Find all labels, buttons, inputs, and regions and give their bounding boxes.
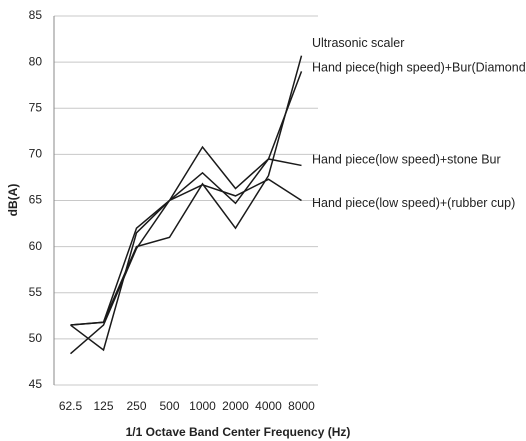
series-label: Ultrasonic scaler: [312, 36, 404, 50]
y-tick-label: 50: [29, 331, 43, 345]
x-axis-title: 1/1 Octave Band Center Frequency (Hz): [126, 425, 351, 439]
y-tick-label: 80: [29, 54, 43, 68]
y-tick-label: 60: [29, 239, 43, 253]
y-tick-label: 45: [29, 377, 43, 391]
y-axis-title: dB(A): [6, 184, 20, 217]
series-label: Hand piece(high speed)+Bur(Diamond): [312, 61, 526, 75]
y-tick-label: 85: [29, 8, 43, 22]
series-line: [70, 71, 303, 355]
x-tick-label: 2000: [222, 399, 249, 413]
y-tick-label: 75: [29, 100, 43, 114]
y-tick-label: 65: [29, 193, 43, 207]
series-line: [70, 145, 302, 326]
x-tick-label: 8000: [288, 399, 315, 413]
x-tick-label: 62.5: [59, 399, 83, 413]
series-line: [70, 55, 303, 326]
y-tick-label: 55: [29, 285, 43, 299]
y-tick-label: 70: [29, 147, 43, 161]
x-tick-label: 125: [93, 399, 113, 413]
series-label: Hand piece(low speed)+(rubber cup): [312, 196, 515, 210]
x-tick-label: 4000: [255, 399, 282, 413]
series-label: Hand piece(low speed)+stone Bur: [312, 153, 501, 167]
x-tick-label: 1000: [189, 399, 216, 413]
series-line: [70, 178, 302, 352]
x-tick-label: 250: [126, 399, 146, 413]
x-tick-label: 500: [159, 399, 179, 413]
